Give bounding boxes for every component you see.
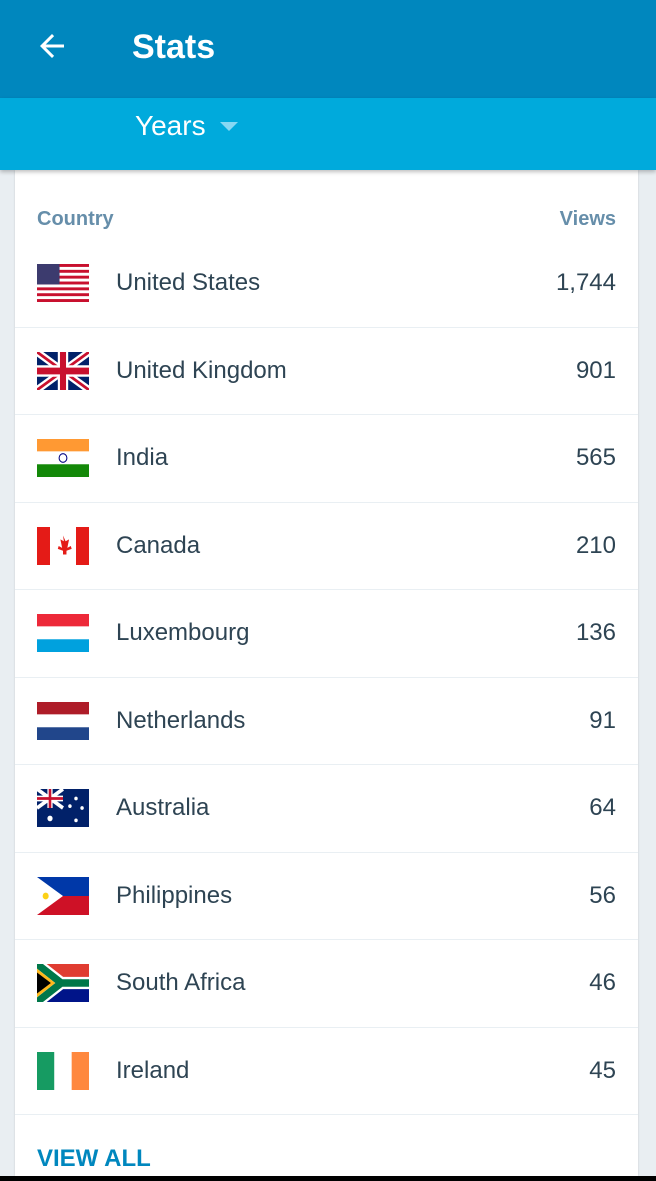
table-row[interactable]: India 565 bbox=[15, 415, 638, 503]
table-row[interactable]: United Kingdom 901 bbox=[15, 328, 638, 415]
flag-za-icon bbox=[37, 964, 89, 1003]
country-name: United States bbox=[116, 269, 261, 297]
arrow-left-icon[interactable] bbox=[34, 28, 70, 64]
flag-nl-icon bbox=[37, 701, 89, 740]
country-list: United States 1,744 United Kingdom 901 I… bbox=[15, 240, 638, 1115]
table-row[interactable]: South Africa 46 bbox=[15, 940, 638, 1028]
flag-ph-icon bbox=[37, 876, 89, 915]
country-name: Philippines bbox=[116, 881, 233, 909]
country-name: South Africa bbox=[116, 969, 246, 997]
views-count: 46 bbox=[589, 969, 616, 997]
flag-gb-icon bbox=[37, 351, 89, 390]
caret-down-icon bbox=[219, 121, 238, 131]
flag-in-icon bbox=[37, 439, 89, 478]
country-name: India bbox=[116, 444, 169, 472]
table-row[interactable]: Luxembourg 136 bbox=[15, 590, 638, 678]
table-row[interactable]: Australia 64 bbox=[15, 765, 638, 853]
period-bar: Years bbox=[0, 98, 656, 170]
page-title: Stats bbox=[132, 28, 216, 66]
period-dropdown[interactable]: Years bbox=[135, 110, 238, 142]
views-count: 210 bbox=[575, 531, 616, 559]
views-count: 56 bbox=[589, 881, 616, 909]
period-label: Years bbox=[135, 110, 206, 141]
country-name: Ireland bbox=[116, 1056, 190, 1084]
column-country: Country bbox=[37, 208, 114, 230]
country-name: Canada bbox=[116, 531, 201, 559]
flag-us-icon bbox=[37, 264, 89, 303]
views-count: 91 bbox=[589, 706, 616, 734]
country-name: Netherlands bbox=[116, 706, 246, 734]
view-all-button[interactable]: VIEW ALL bbox=[37, 1145, 151, 1172]
views-count: 1,744 bbox=[555, 269, 616, 297]
country-name: Australia bbox=[116, 794, 210, 822]
views-count: 45 bbox=[589, 1056, 616, 1084]
table-header: Country Views bbox=[37, 208, 616, 231]
table-row[interactable]: United States 1,744 bbox=[15, 240, 638, 328]
views-count: 64 bbox=[589, 794, 616, 822]
countries-card: Country Views United States 1,744 United… bbox=[15, 170, 638, 1176]
flag-ie-icon bbox=[37, 1051, 89, 1090]
views-count: 901 bbox=[575, 356, 616, 384]
app-bar: Stats bbox=[0, 0, 656, 98]
country-name: Luxembourg bbox=[116, 619, 250, 647]
views-count: 565 bbox=[575, 444, 616, 472]
table-row[interactable]: Netherlands 91 bbox=[15, 678, 638, 765]
flag-ca-icon bbox=[37, 526, 89, 565]
table-row[interactable]: Philippines 56 bbox=[15, 853, 638, 940]
system-nav-bar bbox=[0, 1176, 656, 1181]
column-views: Views bbox=[559, 208, 616, 230]
country-name: United Kingdom bbox=[116, 356, 287, 384]
flag-lu-icon bbox=[37, 614, 89, 653]
table-row[interactable]: Ireland 45 bbox=[15, 1028, 638, 1115]
table-row[interactable]: Canada 210 bbox=[15, 503, 638, 590]
flag-au-icon bbox=[37, 789, 89, 828]
views-count: 136 bbox=[575, 619, 616, 647]
